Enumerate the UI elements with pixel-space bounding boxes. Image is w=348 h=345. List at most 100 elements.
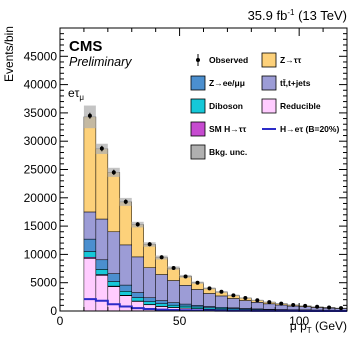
bar-tt	[120, 245, 132, 285]
bar-diboson	[180, 306, 192, 308]
bar-tt	[192, 289, 204, 305]
legend-swatch-smh	[191, 122, 205, 136]
bar-tt	[215, 296, 227, 307]
observed-point	[219, 290, 223, 294]
observed-point	[291, 303, 295, 307]
bar-zll	[108, 274, 120, 282]
observed-point	[88, 114, 92, 118]
bar-tt	[156, 275, 168, 301]
x-tick-label: 0	[57, 314, 64, 328]
bar-tt	[180, 285, 192, 304]
legend-label-reducible: Reducible	[280, 101, 321, 111]
observed-point	[303, 304, 307, 308]
bar-zll	[96, 260, 108, 270]
bar-ztt	[132, 225, 144, 257]
bar-tt	[263, 304, 275, 309]
legend-label-signal: H→eτ (B=20%)	[280, 124, 339, 134]
stack-bars	[84, 117, 347, 311]
bar-tt	[251, 302, 263, 309]
observed-point	[207, 286, 211, 290]
bar-reducible	[84, 258, 96, 311]
observed-point	[267, 300, 271, 304]
bar-diboson	[96, 269, 108, 274]
bar-tt	[168, 281, 180, 303]
header-lumi: 35.9 fb-1 (13 TeV)	[248, 8, 347, 23]
bar-reducible	[96, 275, 108, 311]
legend-swatch-reducible	[262, 99, 276, 113]
y-tick-label: 20000	[24, 191, 58, 205]
observed-point	[196, 281, 200, 285]
bar-ztt	[96, 149, 108, 219]
legend-swatch-tt	[262, 76, 276, 90]
bar-diboson	[84, 252, 96, 258]
bar-zll	[144, 298, 156, 302]
observed-point	[231, 293, 235, 297]
observed-point	[136, 222, 140, 226]
legend-label-diboson: Diboson	[209, 101, 243, 111]
y-tick-label: 5000	[30, 276, 57, 290]
legend-swatch-unc	[191, 145, 205, 159]
y-tick-label: 40000	[24, 78, 58, 92]
experiment-label: CMS	[69, 38, 102, 55]
y-tick-label: 10000	[24, 247, 58, 261]
bar-diboson	[168, 305, 180, 307]
bar-ztt	[156, 258, 168, 275]
observed-point	[327, 305, 331, 309]
legend-label-observed: Observed	[209, 55, 248, 65]
bar-tt	[275, 305, 287, 310]
y-tick-label: 15000	[24, 219, 58, 233]
observed-point	[339, 306, 343, 310]
bar-tt	[96, 219, 108, 260]
y-tick-label: 30000	[24, 134, 58, 148]
bar-reducible	[132, 301, 144, 311]
legend-label-ztt: Z→ττ	[280, 55, 301, 65]
observed-point	[315, 305, 319, 309]
bar-zll	[132, 293, 144, 298]
bar-reducible	[144, 305, 156, 311]
bar-tt	[108, 232, 120, 274]
bar-ztt	[120, 202, 132, 245]
y-tick-label: 45000	[24, 49, 58, 63]
bar-tt	[144, 268, 156, 298]
x-tick-label: 50	[173, 314, 187, 328]
observed-point	[112, 170, 116, 174]
observed-point	[172, 266, 176, 270]
bar-zll	[120, 285, 132, 291]
bar-zll	[84, 239, 96, 251]
bar-diboson	[132, 298, 144, 301]
bar-zll	[168, 303, 180, 306]
observed-point	[160, 255, 164, 259]
legend-swatch-ztt	[262, 53, 276, 67]
bar-zll	[156, 301, 168, 304]
y-axis-label: Events/bin	[2, 26, 16, 82]
bar-zll	[180, 304, 192, 306]
x-axis-label: μ pT (GeV)	[290, 319, 347, 335]
bar-diboson	[192, 307, 204, 309]
bar-ztt	[108, 172, 120, 231]
bar-reducible	[120, 296, 132, 311]
legend-label-tt: tt̄,t+jets	[280, 78, 311, 88]
observed-point	[184, 274, 188, 278]
legend-observed-marker	[196, 58, 200, 62]
status-label: Preliminary	[69, 55, 132, 69]
bar-ztt	[84, 117, 96, 212]
legend-swatch-diboson	[191, 99, 205, 113]
legend-swatch-zll	[191, 76, 205, 90]
observed-point	[243, 296, 247, 300]
y-tick-label: 25000	[24, 163, 58, 177]
bar-diboson	[144, 302, 156, 305]
y-tick-label: 35000	[24, 106, 58, 120]
bar-ztt	[144, 244, 156, 267]
legend-label-unc: Bkg. unc.	[209, 147, 247, 157]
observed-point	[255, 298, 259, 302]
channel-label: eτμ	[68, 86, 84, 102]
bar-tt	[84, 212, 96, 239]
bar-reducible	[108, 287, 120, 311]
observed-point	[279, 302, 283, 306]
bar-diboson	[120, 291, 132, 295]
bar-tt	[239, 301, 251, 309]
bar-diboson	[156, 304, 168, 307]
